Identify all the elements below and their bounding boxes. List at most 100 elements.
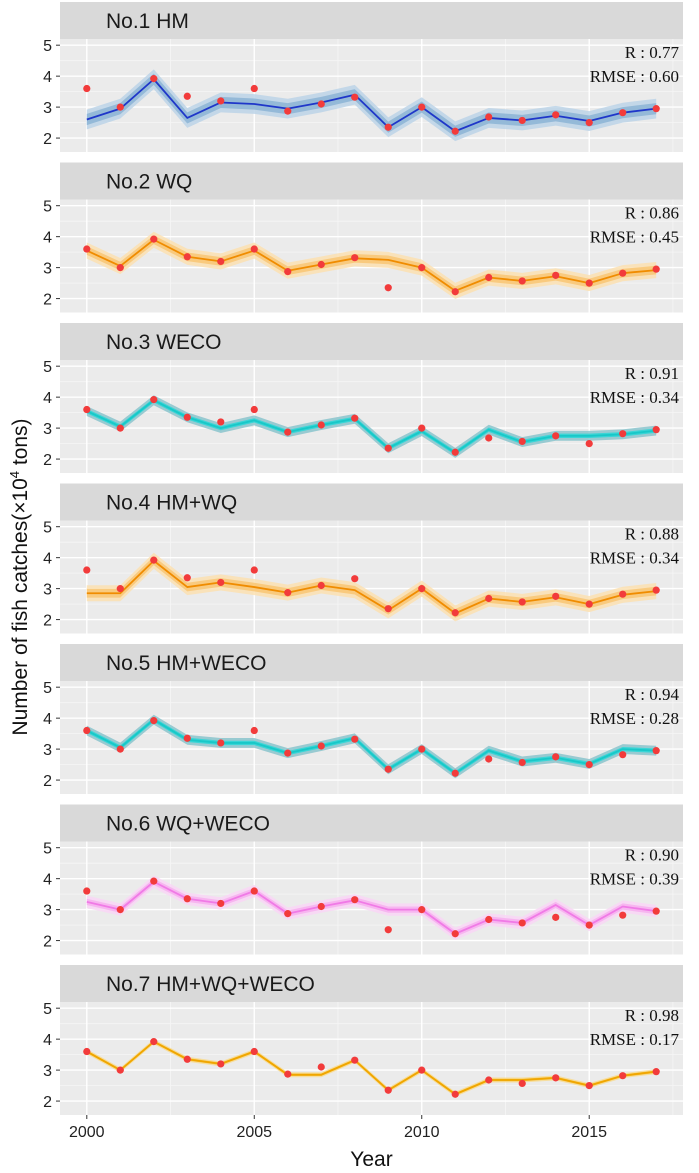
observed-point <box>552 1074 560 1082</box>
y-tick-label: 5 <box>43 199 52 216</box>
plot-background <box>60 681 683 794</box>
observed-point <box>652 907 660 915</box>
observed-point <box>317 742 325 750</box>
r-value-label: R : 0.86 <box>625 204 679 223</box>
panel-title: No.7 HM+WQ+WECO <box>106 973 315 996</box>
observed-point <box>284 107 292 115</box>
observed-point <box>619 911 627 919</box>
panel-title: No.4 HM+WQ <box>106 492 237 515</box>
observed-point <box>418 264 426 272</box>
y-tick-label: 5 <box>43 841 52 858</box>
y-axis-title-unit: tons) <box>9 418 32 471</box>
observed-point <box>217 899 225 908</box>
rmse-value-label: RMSE : 0.45 <box>590 228 679 247</box>
y-tick-label: 5 <box>43 359 52 376</box>
observed-point <box>250 1047 258 1056</box>
observed-point <box>183 92 191 100</box>
y-tick-label: 4 <box>43 69 52 86</box>
y-tick-label: 3 <box>43 1063 52 1080</box>
y-tick-label: 2 <box>43 452 52 469</box>
observed-point <box>317 1063 325 1071</box>
y-tick-label: 2 <box>43 131 52 148</box>
observed-point <box>351 254 359 262</box>
x-tick-label: 2000 <box>69 1124 105 1141</box>
panel-strip <box>60 2 683 39</box>
y-tick-label: 5 <box>43 38 52 55</box>
observed-point <box>384 926 392 934</box>
observed-point <box>150 556 158 564</box>
observed-point <box>652 265 660 273</box>
panel-6: No.6 WQ+WECO R : 0.90 RMSE : 0.39 2 3 4 5 <box>43 804 683 955</box>
prediction-band-inner <box>86 556 657 618</box>
r-value-label: R : 0.77 <box>625 43 680 62</box>
major-gridlines <box>60 199 683 313</box>
observed-points <box>83 877 660 938</box>
observed-point <box>116 1066 124 1074</box>
observed-points <box>83 1038 660 1098</box>
observed-point <box>585 1081 593 1090</box>
y-tick-label: 2 <box>43 1094 52 1111</box>
r-value-label: R : 0.94 <box>625 685 680 704</box>
observed-point <box>183 413 191 421</box>
observed-point <box>217 1060 225 1068</box>
y-tick-label: 4 <box>43 1032 52 1049</box>
observed-point <box>451 448 459 456</box>
observed-point <box>83 726 91 735</box>
observed-point <box>351 93 359 101</box>
y-tick-label: 3 <box>43 100 52 117</box>
observed-point <box>183 895 191 903</box>
observed-point <box>83 84 91 93</box>
observed-point <box>384 1086 392 1094</box>
observed-point <box>284 910 292 918</box>
observed-point <box>451 288 459 296</box>
y-tick-label: 4 <box>43 711 52 728</box>
observed-point <box>619 751 627 759</box>
observed-point <box>116 103 124 111</box>
observed-point <box>418 585 426 593</box>
plot-background <box>60 841 683 955</box>
observed-point <box>250 245 258 253</box>
rmse-value-label: RMSE : 0.28 <box>590 709 679 728</box>
observed-point <box>518 437 526 446</box>
y-tick-label: 4 <box>43 872 52 889</box>
observed-points <box>83 75 660 135</box>
observed-point <box>83 245 91 253</box>
y-tick-label: 4 <box>43 390 52 407</box>
predicted-series-line <box>86 238 657 292</box>
observed-point <box>250 726 258 735</box>
major-gridlines <box>60 520 683 634</box>
observed-point <box>585 279 593 287</box>
y-axis-ticks: 2 3 4 5 <box>43 841 60 951</box>
y-tick-label: 2 <box>43 613 52 630</box>
panel-5: No.5 HM+WECO R : 0.94 RMSE : 0.28 2 3 4 5 <box>43 644 683 794</box>
observed-point <box>518 1079 526 1088</box>
observed-point <box>619 269 627 277</box>
observed-point <box>585 439 593 448</box>
observed-point <box>485 434 493 442</box>
panel-title: No.1 HM <box>106 10 189 33</box>
y-axis-title-exponent: 4 <box>7 471 22 478</box>
observed-point <box>552 592 560 600</box>
rmse-value-label: RMSE : 0.60 <box>590 67 679 86</box>
observed-point <box>485 113 493 121</box>
observed-point <box>284 268 292 276</box>
observed-point <box>284 749 292 757</box>
y-tick-label: 3 <box>43 582 52 599</box>
observed-point <box>485 915 493 924</box>
observed-point <box>384 605 392 613</box>
observed-point <box>116 585 124 593</box>
predicted-series-line <box>86 78 657 133</box>
y-tick-label: 2 <box>43 773 52 790</box>
prediction-band-inner <box>86 717 657 776</box>
x-tick-label: 2015 <box>571 1124 607 1141</box>
prediction-band-outer <box>86 714 657 779</box>
observed-point <box>552 432 560 440</box>
x-tick-label: 2010 <box>404 1124 440 1141</box>
observed-point <box>652 105 660 113</box>
observed-point <box>485 755 493 763</box>
panel-strip <box>60 162 683 200</box>
observed-point <box>83 405 91 414</box>
y-tick-label: 3 <box>43 903 52 920</box>
observed-point <box>518 598 526 606</box>
